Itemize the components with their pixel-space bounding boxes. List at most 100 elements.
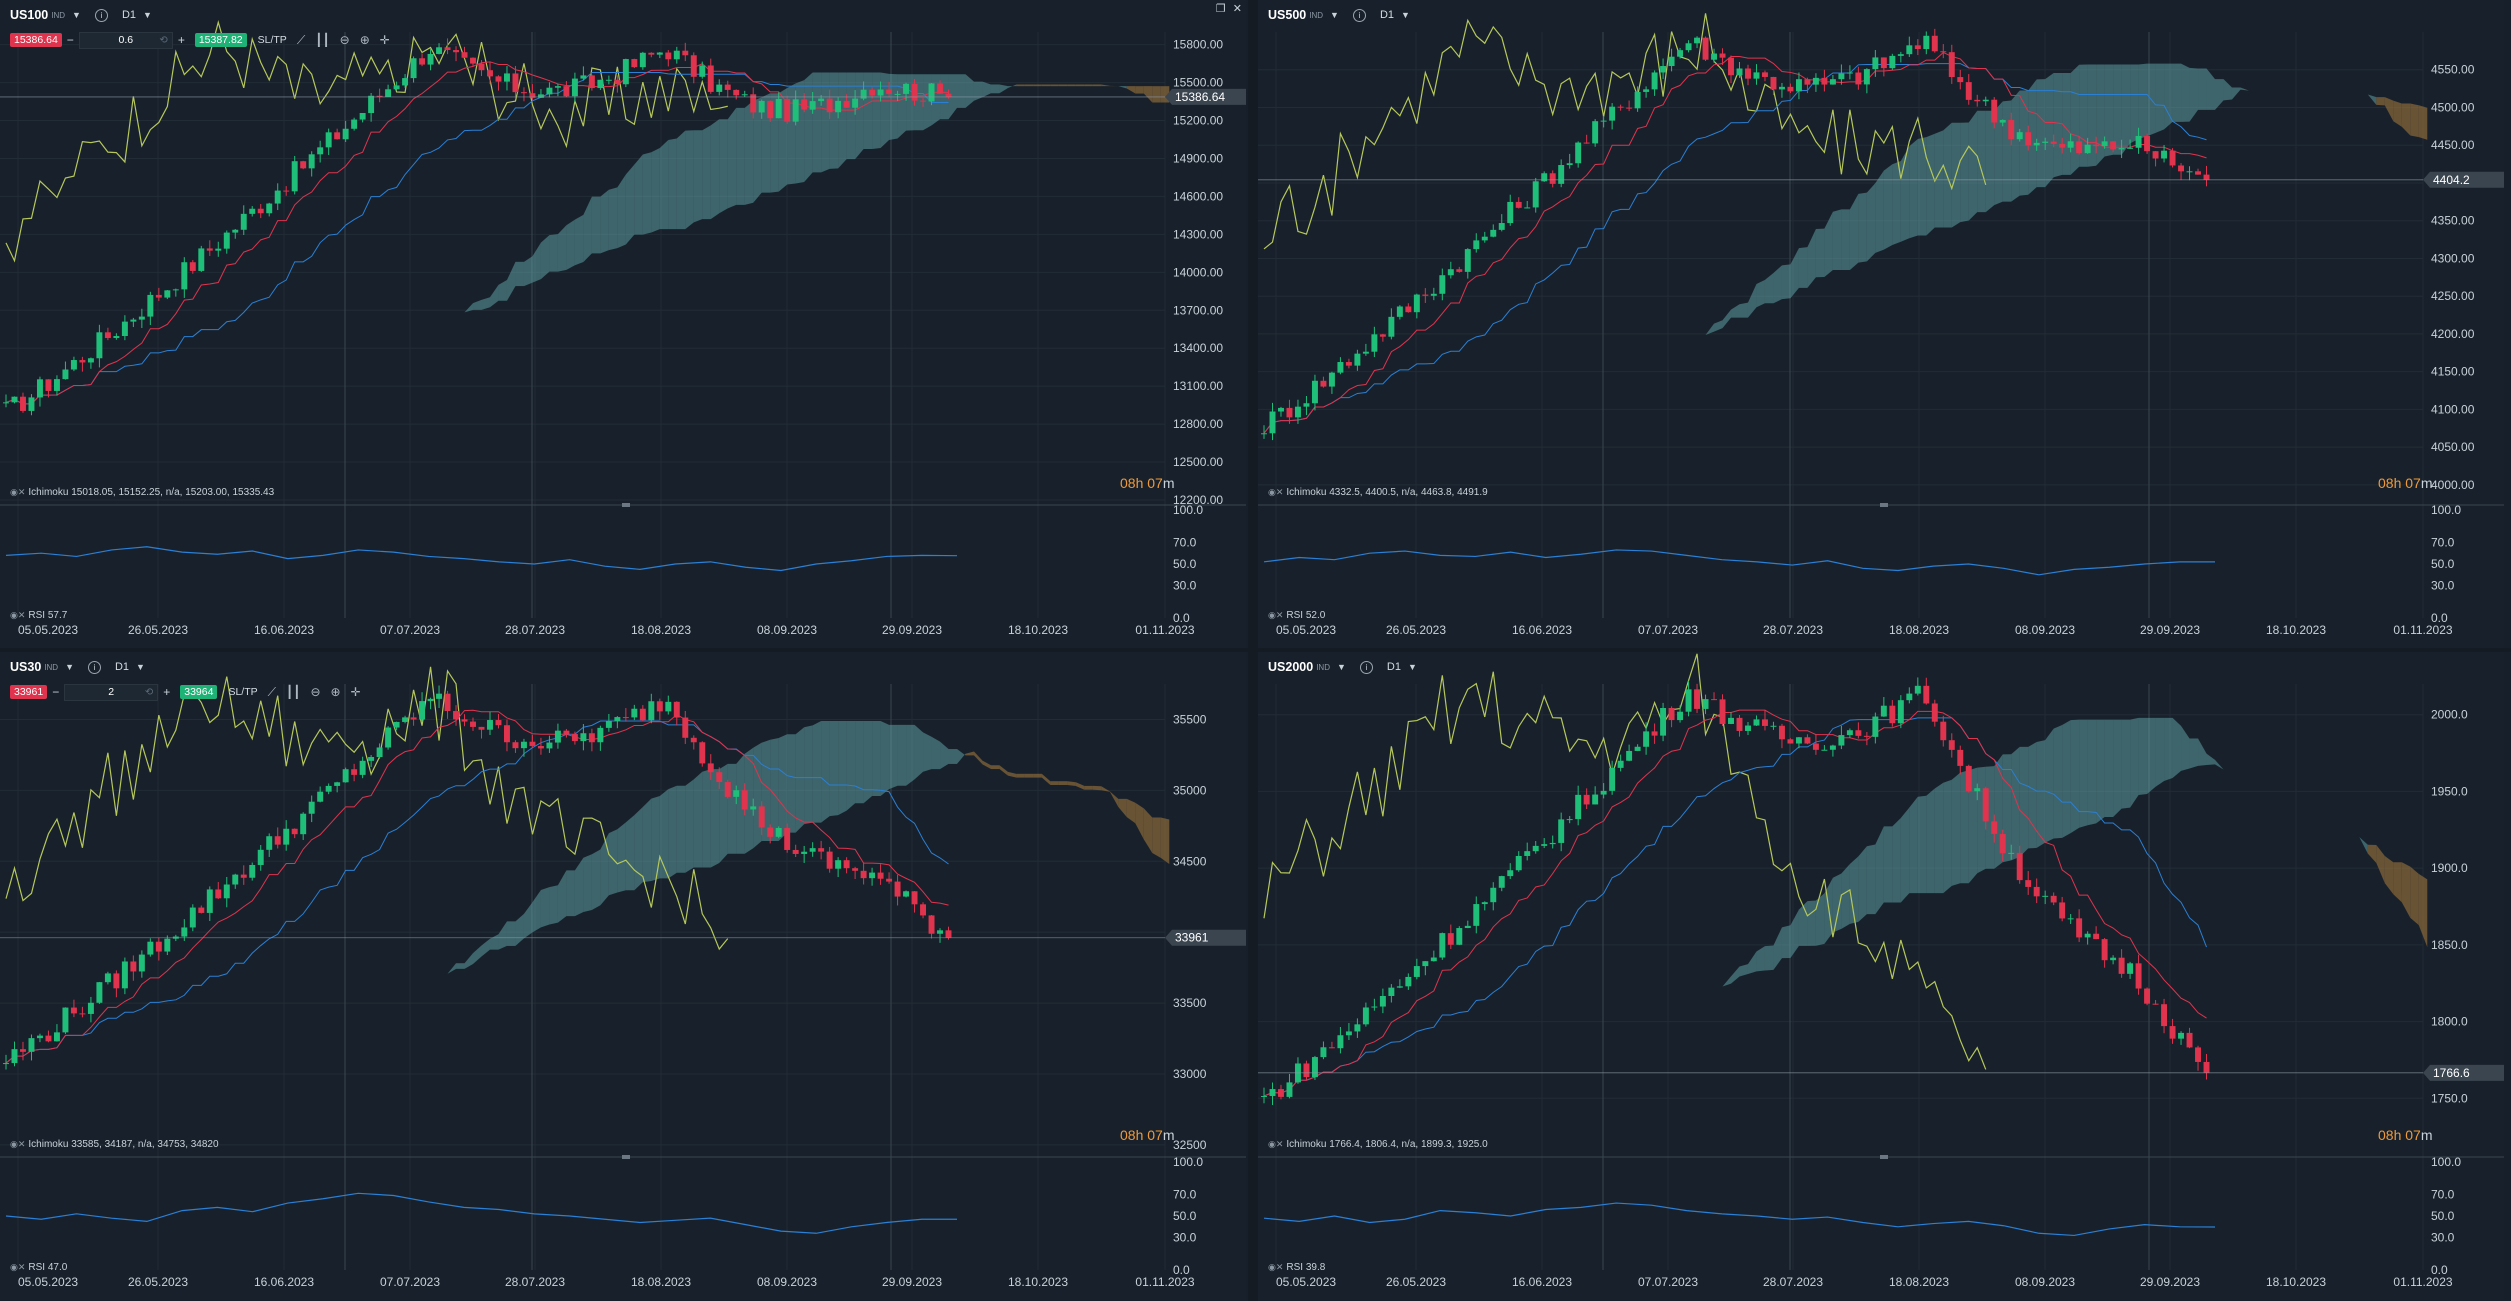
- candles: [1261, 28, 2210, 441]
- kumo-segment: [1586, 383, 1596, 393]
- crosshair-icon[interactable]: ✛: [379, 33, 390, 47]
- y-axis-tick-label: 4100.00: [2431, 402, 2475, 416]
- price-chart[interactable]: 33961 35500 35000 34500 33500 33000 32500 100.0…: [0, 652, 1246, 1300]
- symbol-dropdown-icon[interactable]: ▼: [65, 662, 74, 672]
- kumo-segment: [1875, 170, 1884, 253]
- kumo-segment: [1126, 798, 1136, 824]
- sell-button[interactable]: 15386.64: [10, 33, 62, 47]
- sltp-button[interactable]: SL/TP: [257, 34, 287, 46]
- symbol-dropdown-icon[interactable]: ▼: [72, 10, 81, 20]
- ichimoku-legend[interactable]: ◉✕ Ichimoku 15018.05, 15152.25, n/a, 1520…: [10, 487, 274, 498]
- timeframe-label[interactable]: D1: [121, 9, 136, 21]
- candle-body: [1422, 961, 1429, 967]
- zoom-in-icon[interactable]: ⊕: [359, 33, 370, 47]
- reset-icon[interactable]: ⟲: [144, 686, 154, 698]
- eye-icon[interactable]: ◉✕: [10, 610, 26, 620]
- quantity-value: 0.6: [118, 34, 134, 46]
- symbol-label[interactable]: US30: [10, 660, 42, 674]
- horizontal-separator[interactable]: [0, 648, 2511, 652]
- candle-body: [1778, 86, 1785, 90]
- kumo-segment: [2367, 844, 2377, 863]
- zoom-out-icon[interactable]: ⊖: [339, 33, 350, 47]
- chart-panel-us500[interactable]: 4404.2 4550.00 4500.00 4450.00 4350.00 4300.0…: [1258, 0, 2504, 648]
- buy-button[interactable]: 15387.82: [194, 33, 247, 47]
- zoom-in-icon[interactable]: ⊕: [330, 685, 341, 699]
- eye-icon[interactable]: ◉✕: [10, 1139, 26, 1149]
- timeframe-dropdown-icon[interactable]: ▼: [136, 662, 145, 672]
- timeframe-dropdown-icon[interactable]: ▼: [1401, 10, 1410, 20]
- ichimoku-legend[interactable]: ◉✕ Ichimoku 1766.4, 1806.4, n/a, 1899.3, …: [1268, 1139, 1488, 1150]
- eye-icon[interactable]: ◉✕: [10, 487, 26, 497]
- kumo-segment: [1569, 1060, 1579, 1065]
- timer-minutes: m: [2420, 475, 2433, 491]
- kumo-segment: [2045, 72, 2054, 188]
- symbol-label[interactable]: US2000: [1268, 660, 1314, 674]
- info-icon[interactable]: i: [87, 660, 101, 674]
- rsi-legend[interactable]: ◉✕ RSI 57.7: [10, 610, 67, 621]
- timeframe-dropdown-icon[interactable]: ▼: [1407, 662, 1417, 672]
- ichimoku-legend[interactable]: ◉✕ Ichimoku 33585, 34187, n/a, 34753, 348…: [10, 1139, 219, 1150]
- kumo-segment: [2231, 87, 2241, 100]
- candle-body: [886, 89, 893, 94]
- eye-icon[interactable]: ◉✕: [1268, 1262, 1284, 1272]
- price-chart[interactable]: 4404.2 4550.00 4500.00 4450.00 4350.00 4300.0…: [1258, 0, 2504, 648]
- kumo-segment: [1994, 101, 2003, 206]
- eye-icon[interactable]: ◉✕: [1268, 1139, 1284, 1149]
- rsi-legend[interactable]: ◉✕ RSI 39.8: [1268, 1262, 1325, 1273]
- decrease-qty-button[interactable]: −: [52, 685, 60, 699]
- eye-icon[interactable]: ◉✕: [1268, 487, 1284, 497]
- info-icon[interactable]: i: [1352, 8, 1366, 22]
- info-icon[interactable]: i: [94, 8, 108, 22]
- timeframe-dropdown-icon[interactable]: ▼: [143, 10, 152, 20]
- symbol-label[interactable]: US100: [10, 8, 49, 22]
- symbol-dropdown-icon[interactable]: ▼: [1330, 10, 1339, 20]
- timeframe-label[interactable]: D1: [114, 661, 130, 673]
- kumo-segment: [600, 189, 609, 254]
- kumo-segment: [574, 214, 584, 266]
- decrease-qty-button[interactable]: −: [66, 33, 74, 47]
- chart-panel-us2000[interactable]: 1766.6 2000.0 1950.0 1900.0 1850.0 1800.0 1750…: [1258, 652, 2504, 1300]
- eye-icon[interactable]: ◉✕: [10, 1262, 26, 1272]
- rsi-legend[interactable]: ◉✕ RSI 47.0: [10, 1262, 67, 1273]
- kumo-segment: [1714, 986, 1723, 993]
- kumo-segment: [1484, 1092, 1494, 1097]
- quantity-input[interactable]: 2 ⟲: [64, 683, 159, 701]
- timeframe-label[interactable]: D1: [1379, 9, 1394, 21]
- kumo-segment: [1075, 782, 1085, 790]
- eye-icon[interactable]: ◉✕: [1268, 610, 1284, 620]
- candle-type-icon[interactable]: ┃┃: [286, 685, 301, 699]
- timeframe-label[interactable]: D1: [1386, 661, 1401, 673]
- info-icon[interactable]: i: [1359, 660, 1373, 674]
- ichimoku-legend[interactable]: ◉✕ Ichimoku 4332.5, 4400.5, n/a, 4463.8, …: [1268, 487, 1488, 498]
- candle-type-icon[interactable]: ┃┃: [315, 33, 330, 47]
- price-chart[interactable]: 15386.64 15800.00 15500.00 15200.00 14900.00…: [0, 0, 1246, 648]
- chikou-span-line: [5, 20, 728, 263]
- kumo-segment: [838, 72, 847, 169]
- increase-qty-button[interactable]: +: [177, 33, 185, 47]
- restore-icon[interactable]: ❐: [1215, 3, 1226, 15]
- quantity-input[interactable]: 0.6 ⟲: [78, 31, 173, 49]
- zoom-out-icon[interactable]: ⊖: [310, 685, 321, 699]
- rsi-legend[interactable]: ◉✕ RSI 52.0: [1268, 610, 1325, 621]
- increase-qty-button[interactable]: +: [163, 685, 171, 699]
- chart-panel-us100[interactable]: 15386.64 15800.00 15500.00 15200.00 14900.00…: [0, 0, 1246, 648]
- line-chart-icon[interactable]: ⟋: [296, 32, 306, 47]
- kumo-segment: [1764, 945, 1774, 971]
- y-axis-tick-label: 33000: [1173, 1067, 1207, 1081]
- kumo-segment: [1841, 209, 1850, 270]
- crosshair-icon[interactable]: ✛: [350, 685, 361, 699]
- x-axis-date-label: 05.05.2023: [1276, 1275, 1336, 1289]
- chart-panel-us30[interactable]: 33961 35500 35000 34500 33500 33000 32500 100.0…: [0, 652, 1246, 1300]
- symbol-label[interactable]: US500: [1268, 8, 1307, 22]
- close-icon[interactable]: ✕: [1232, 3, 1242, 15]
- sell-button[interactable]: 33961: [10, 685, 48, 699]
- kumo-segment: [2011, 746, 2020, 861]
- reset-icon[interactable]: ⟲: [159, 34, 168, 46]
- line-chart-icon[interactable]: ⟋: [267, 684, 277, 699]
- kumo-segment: [2002, 100, 2012, 202]
- candle-body: [2178, 165, 2185, 172]
- symbol-dropdown-icon[interactable]: ▼: [1336, 662, 1346, 672]
- price-chart[interactable]: 1766.6 2000.0 1950.0 1900.0 1850.0 1800.0 1750…: [1258, 652, 2504, 1300]
- sltp-button[interactable]: SL/TP: [228, 686, 258, 698]
- buy-button[interactable]: 33964: [180, 685, 218, 699]
